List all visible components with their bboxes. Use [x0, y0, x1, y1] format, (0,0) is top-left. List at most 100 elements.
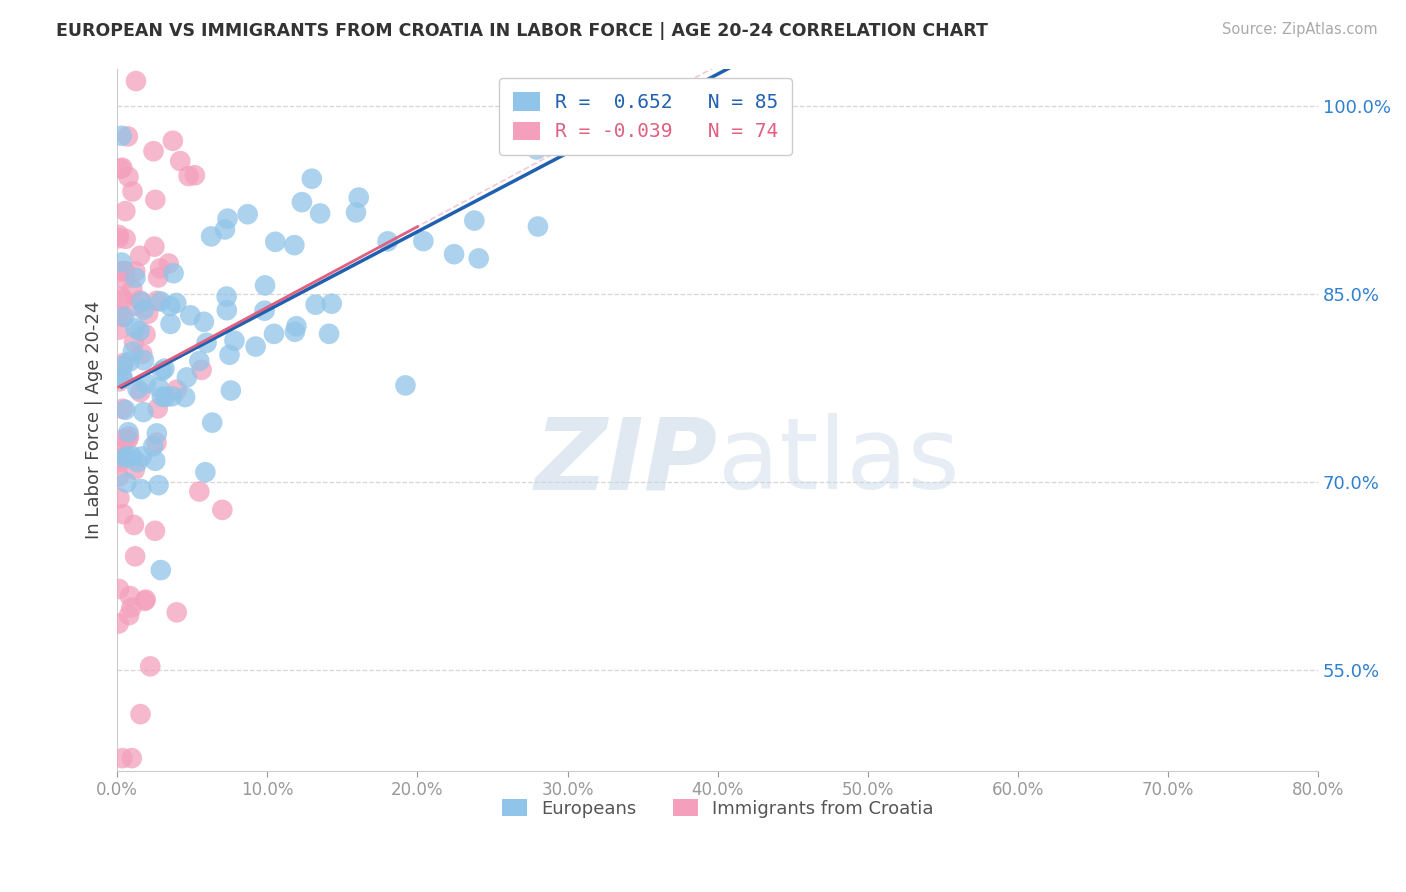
Point: [108, 582, 131, 596]
Point: [117, 425, 139, 440]
Point: [107, 616, 129, 631]
Point: [165, 296, 187, 310]
Point: [114, 402, 136, 417]
Point: [136, 307, 159, 321]
Point: [253, 303, 276, 318]
Point: [124, 549, 146, 564]
Point: [143, 454, 166, 468]
Point: [142, 439, 165, 453]
Point: [127, 455, 149, 469]
Point: [526, 143, 548, 157]
Point: [107, 469, 129, 483]
Text: Source: ZipAtlas.com: Source: ZipAtlas.com: [1222, 22, 1378, 37]
Point: [236, 207, 259, 221]
Point: [166, 383, 188, 397]
Point: [264, 235, 287, 249]
Point: [129, 707, 152, 722]
Point: [254, 278, 277, 293]
Point: [321, 296, 343, 310]
Point: [146, 426, 169, 441]
Point: [149, 563, 172, 577]
Point: [108, 323, 131, 337]
Point: [129, 293, 152, 308]
Point: [111, 368, 134, 383]
Point: [127, 382, 149, 396]
Point: [142, 145, 165, 159]
Point: [112, 507, 135, 521]
Point: [155, 390, 177, 404]
Point: [179, 308, 201, 322]
Point: [304, 298, 326, 312]
Point: [112, 264, 135, 278]
Point: [160, 389, 183, 403]
Point: [111, 751, 134, 765]
Point: [215, 289, 238, 303]
Point: [117, 129, 139, 144]
Point: [117, 433, 139, 447]
Point: [217, 211, 239, 226]
Point: [125, 74, 148, 88]
Point: [284, 325, 307, 339]
Point: [111, 128, 134, 143]
Point: [117, 169, 139, 184]
Point: [124, 321, 146, 335]
Point: [134, 594, 156, 608]
Point: [211, 503, 233, 517]
Point: [110, 290, 132, 304]
Point: [121, 449, 143, 463]
Point: [121, 282, 143, 296]
Point: [201, 416, 224, 430]
Point: [124, 264, 146, 278]
Point: [176, 370, 198, 384]
Text: ZIP: ZIP: [534, 413, 717, 510]
Point: [118, 354, 141, 368]
Point: [174, 390, 197, 404]
Point: [190, 363, 212, 377]
Point: [111, 293, 134, 307]
Point: [215, 303, 238, 318]
Point: [107, 231, 129, 245]
Point: [162, 266, 184, 280]
Point: [115, 450, 138, 464]
Point: [309, 206, 332, 220]
Point: [344, 205, 367, 219]
Point: [114, 431, 136, 445]
Point: [193, 315, 215, 329]
Point: [118, 608, 141, 623]
Point: [412, 234, 434, 248]
Point: [219, 384, 242, 398]
Y-axis label: In Labor Force | Age 20-24: In Labor Force | Age 20-24: [86, 301, 103, 539]
Point: [112, 356, 135, 370]
Point: [510, 99, 533, 113]
Point: [124, 463, 146, 477]
Point: [115, 475, 138, 490]
Point: [122, 518, 145, 533]
Point: [124, 299, 146, 313]
Point: [132, 302, 155, 317]
Point: [627, 99, 650, 113]
Point: [194, 465, 217, 479]
Point: [149, 294, 172, 309]
Point: [112, 310, 135, 324]
Point: [131, 347, 153, 361]
Point: [110, 264, 132, 278]
Point: [111, 359, 134, 373]
Point: [143, 240, 166, 254]
Point: [107, 446, 129, 460]
Point: [107, 227, 129, 242]
Point: [121, 344, 143, 359]
Point: [108, 455, 131, 469]
Point: [111, 310, 134, 324]
Point: [443, 247, 465, 261]
Point: [131, 450, 153, 464]
Point: [124, 270, 146, 285]
Point: [135, 592, 157, 607]
Point: [132, 353, 155, 368]
Point: [150, 390, 173, 404]
Point: [150, 364, 173, 378]
Point: [224, 334, 246, 348]
Point: [111, 371, 134, 385]
Point: [128, 324, 150, 338]
Point: [129, 482, 152, 496]
Point: [159, 317, 181, 331]
